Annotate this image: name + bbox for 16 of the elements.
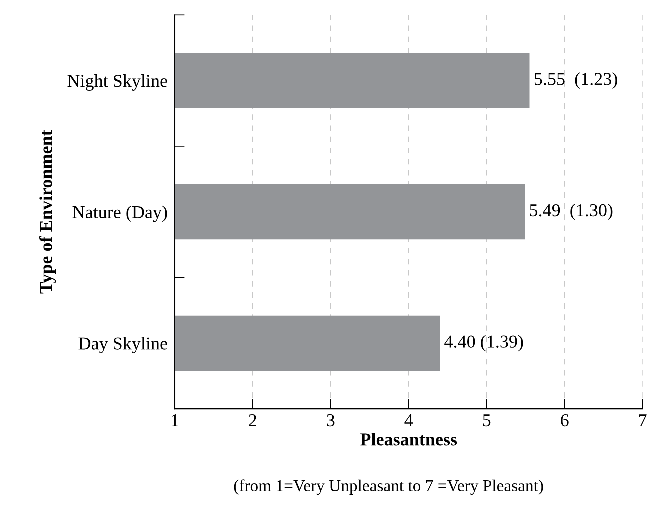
data-label: 5.49 (1.30) [530, 204, 613, 220]
x-tick-label: 4 [404, 414, 414, 426]
text: (from 1=Very Unpleasant to 7 =Very Pleasant) [234, 480, 544, 495]
data-label: 4.40 (1.39) [444, 335, 524, 352]
x-tick-label: 3 [327, 414, 335, 427]
x-tick-label: 1 [172, 414, 178, 426]
data-label: 5.55 (1.23) [534, 72, 618, 89]
x-tick-label: 7 [639, 414, 647, 426]
y-tick-label: Day Skyline [78, 337, 168, 354]
x-axis-title: Pleasantness [360, 433, 458, 446]
x-tick-label: 2 [249, 414, 256, 426]
y-axis-title: Type of Environment [39, 130, 56, 294]
y-tick-label: Night Skyline [68, 74, 168, 91]
x-tick-label: 6 [561, 414, 569, 427]
y-tick-label: Nature (Day) [72, 206, 168, 222]
x-tick-label: 5 [483, 414, 491, 427]
